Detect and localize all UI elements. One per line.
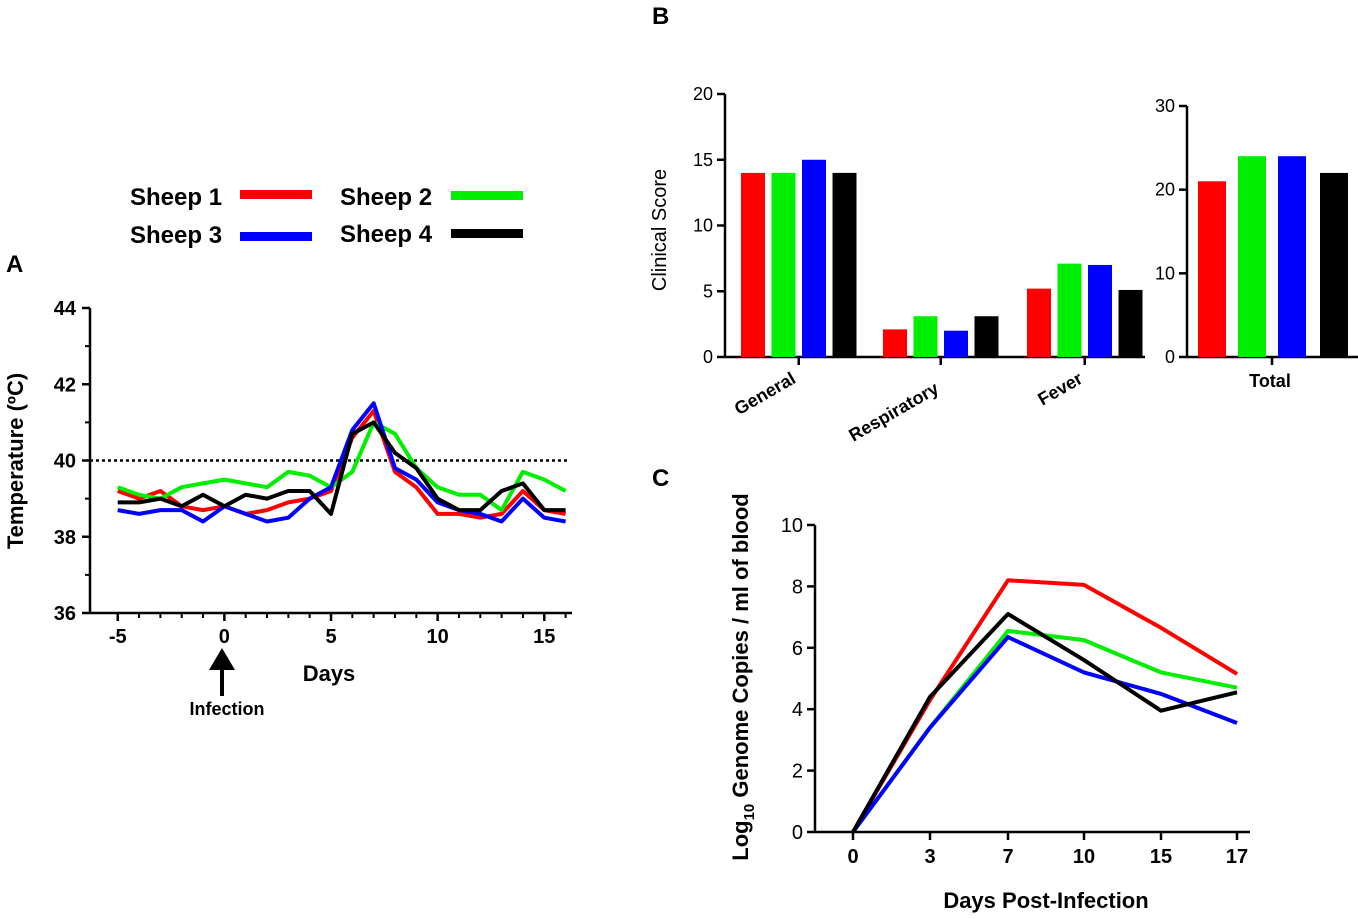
- panel-c-y-tick-label: 6: [792, 638, 803, 660]
- panel-a-y-tick-label: 38: [54, 527, 76, 549]
- legend-swatch-sheep-2: [451, 191, 523, 200]
- legend-label-sheep-1: Sheep 1: [130, 184, 222, 211]
- panel-label-b: B: [652, 3, 669, 30]
- legend-swatch-sheep-1: [240, 190, 312, 199]
- panel-c-x-tick-label: 3: [924, 846, 935, 868]
- panel-b-category-label-respiratory: Respiratory: [845, 378, 942, 445]
- panel-b-total-bar-sheep-1: [1198, 181, 1226, 357]
- panel-a-x-tick-label: -5: [109, 626, 127, 648]
- panel-a-x-tick-label: 10: [427, 626, 449, 648]
- panel-b-bar-fever-sheep-3: [1088, 264, 1112, 357]
- panel-b-total-y-tick-label: 10: [1155, 263, 1175, 283]
- panel-c-y-axis-label-rest: Genome Copies / ml of blood: [728, 493, 753, 803]
- panel-b-bar-respiratory-sheep-2: [913, 316, 938, 357]
- panel-c-y-axis-label-subscript: 10: [741, 804, 758, 821]
- panel-b-bar-general-sheep-2: [771, 172, 796, 357]
- panel-c-x-tick-label: 15: [1150, 846, 1172, 868]
- panel-a-x-tick-label: 0: [219, 626, 230, 648]
- panel-b-y-tick-label: 20: [693, 84, 713, 104]
- panel-b-y-tick-label: 0: [703, 347, 713, 367]
- panel-b-total-bar-sheep-3: [1278, 156, 1306, 357]
- panel-c-x-tick-label: 7: [1002, 846, 1013, 868]
- panel-a-series-sheep-4: [117, 420, 566, 516]
- panel-c-genome-copies-chart: Log10 Genome Copies / ml of blood Days P…: [728, 493, 1250, 913]
- panel-b-y-axis-label: Clinical Score: [649, 169, 671, 291]
- panel-c-y-tick-label: 8: [792, 576, 803, 598]
- panel-b-bar-respiratory-sheep-1: [883, 329, 907, 357]
- panel-c-series-sheep-4: [851, 612, 1238, 833]
- panel-c-y-tick-label: 0: [792, 822, 803, 844]
- panel-b-y-tick-label: 5: [703, 281, 713, 301]
- panel-b-bar-respiratory-sheep-3: [944, 330, 968, 357]
- panel-a-x-axis-label: Days: [303, 661, 356, 686]
- legend-label-sheep-2: Sheep 2: [340, 184, 432, 211]
- panel-a-temperature-chart: Temperature (ºC) Days Infection 36 38 40 42…: [3, 298, 572, 719]
- infection-label: Infection: [190, 699, 265, 719]
- panel-c-y-tick-label: 4: [792, 699, 803, 721]
- panel-c-x-tick-label: 17: [1226, 846, 1248, 868]
- panel-c-y-axis-label-log: Log: [728, 820, 753, 860]
- panel-b-y-tick-label: 10: [693, 216, 713, 236]
- panel-c-x-tick-label: 0: [847, 846, 858, 868]
- legend-swatch-sheep-3: [240, 232, 312, 241]
- panel-b-total-bar-sheep-2: [1238, 156, 1266, 357]
- panel-a-x-tick-label: 15: [533, 626, 555, 648]
- panel-c-y-tick-label: 10: [781, 515, 803, 537]
- legend: Sheep 1 Sheep 2 Sheep 3 Sheep 4: [130, 184, 523, 249]
- panel-a-x-tick-label: 5: [325, 626, 336, 648]
- legend-label-sheep-3: Sheep 3: [130, 222, 222, 249]
- panel-label-a: A: [6, 251, 23, 278]
- panel-b-bar-fever-sheep-4: [1118, 289, 1143, 357]
- panel-b-total-y-tick-label: 20: [1155, 180, 1175, 200]
- panel-b-category-label-total: Total: [1249, 371, 1291, 391]
- panel-c-series-sheep-3: [851, 635, 1238, 834]
- panel-b-y-tick-label: 15: [693, 150, 713, 170]
- panel-b-total-bar-sheep-4: [1320, 172, 1348, 357]
- panel-c-x-tick-label: 10: [1073, 846, 1095, 868]
- panel-b-bar-fever-sheep-1: [1027, 288, 1051, 357]
- legend-label-sheep-4: Sheep 4: [340, 221, 433, 248]
- panel-b-clinical-score-chart: Clinical Score 0 5 10 15 20 General Respirator…: [649, 84, 1145, 445]
- panel-b-bar-respiratory-sheep-4: [974, 316, 999, 357]
- panel-b-bar-general-sheep-4: [832, 172, 857, 357]
- panel-b-bar-fever-sheep-2: [1057, 263, 1082, 357]
- panel-a-y-axis-label: Temperature (ºC): [3, 373, 28, 549]
- panel-a-y-tick-label: 40: [54, 451, 76, 473]
- legend-swatch-sheep-4: [451, 229, 523, 238]
- panel-b-total-y-tick-label: 30: [1155, 96, 1175, 116]
- panel-c-x-axis-label: Days Post-Infection: [943, 888, 1148, 913]
- panel-b-bar-general-sheep-1: [741, 172, 765, 357]
- panel-a-series-sheep-3: [117, 401, 566, 524]
- panel-a-y-tick-label: 42: [54, 374, 76, 396]
- panel-b-total-y-tick-label: 0: [1165, 347, 1175, 367]
- panel-b-category-label-fever: Fever: [1034, 368, 1086, 409]
- panel-b-bar-general-sheep-3: [802, 159, 826, 357]
- panel-a-y-tick-label: 36: [54, 603, 76, 625]
- panel-c-y-axis-label: Log10 Genome Copies / ml of blood: [728, 493, 758, 860]
- panel-label-c: C: [652, 465, 669, 492]
- panel-b-category-label-general: General: [731, 368, 799, 419]
- panel-b-total-chart: 0 10 20 30 Total: [1155, 96, 1358, 391]
- infection-arrow-icon: [209, 648, 235, 670]
- panel-a-y-tick-label: 44: [54, 298, 77, 320]
- infection-marker: Infection: [190, 648, 265, 719]
- panel-c-y-tick-label: 2: [792, 761, 803, 783]
